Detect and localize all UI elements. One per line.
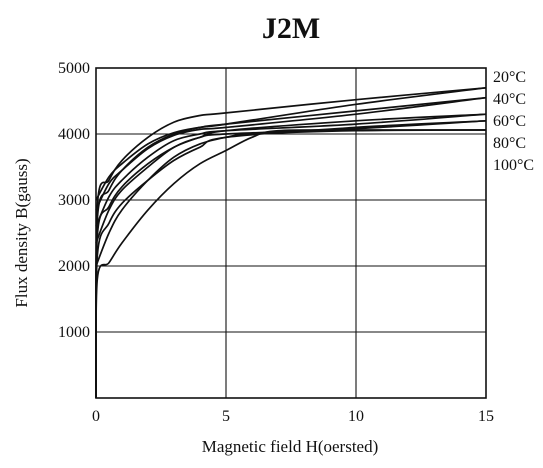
- y-tick-label: 5000: [58, 60, 90, 77]
- y-tick-label: 3000: [58, 192, 90, 209]
- y-tick-label: 2000: [58, 258, 90, 275]
- series-curve-increasing: [95, 129, 487, 399]
- chart-title: J2M: [262, 12, 320, 45]
- x-tick-label: 0: [92, 408, 100, 425]
- series-curve-increasing: [95, 86, 487, 399]
- y-tick-labels: 1000 2000 3000 4000 5000: [58, 60, 90, 341]
- series-curve-decreasing: [95, 119, 487, 244]
- x-tick-labels: 0 5 10 15: [92, 408, 494, 425]
- series-curves: [95, 86, 487, 399]
- x-tick-label: 10: [348, 408, 364, 425]
- gridlines: [96, 68, 486, 398]
- series-curve-increasing: [95, 119, 487, 399]
- x-axis-label: Magnetic field H(oersted): [202, 437, 379, 456]
- legend: 20°C 40°C 60°C 80°C 100°C: [493, 69, 534, 174]
- legend-entry: 40°C: [493, 91, 526, 108]
- x-tick-label: 15: [478, 408, 494, 425]
- legend-entry: 60°C: [493, 113, 526, 130]
- series-curve-increasing: [95, 96, 487, 399]
- x-tick-label: 5: [222, 408, 230, 425]
- legend-entry: 100°C: [493, 157, 534, 174]
- series-curve-decreasing: [95, 113, 487, 227]
- series-curve-increasing: [95, 113, 487, 399]
- series-curve-decreasing: [95, 96, 487, 211]
- y-tick-label: 1000: [58, 324, 90, 341]
- y-tick-label: 4000: [58, 126, 90, 143]
- legend-entry: 80°C: [493, 135, 526, 152]
- y-axis-label: Flux density B(gauss): [12, 158, 31, 307]
- legend-entry: 20°C: [493, 69, 526, 86]
- series-curve-decreasing: [95, 129, 487, 267]
